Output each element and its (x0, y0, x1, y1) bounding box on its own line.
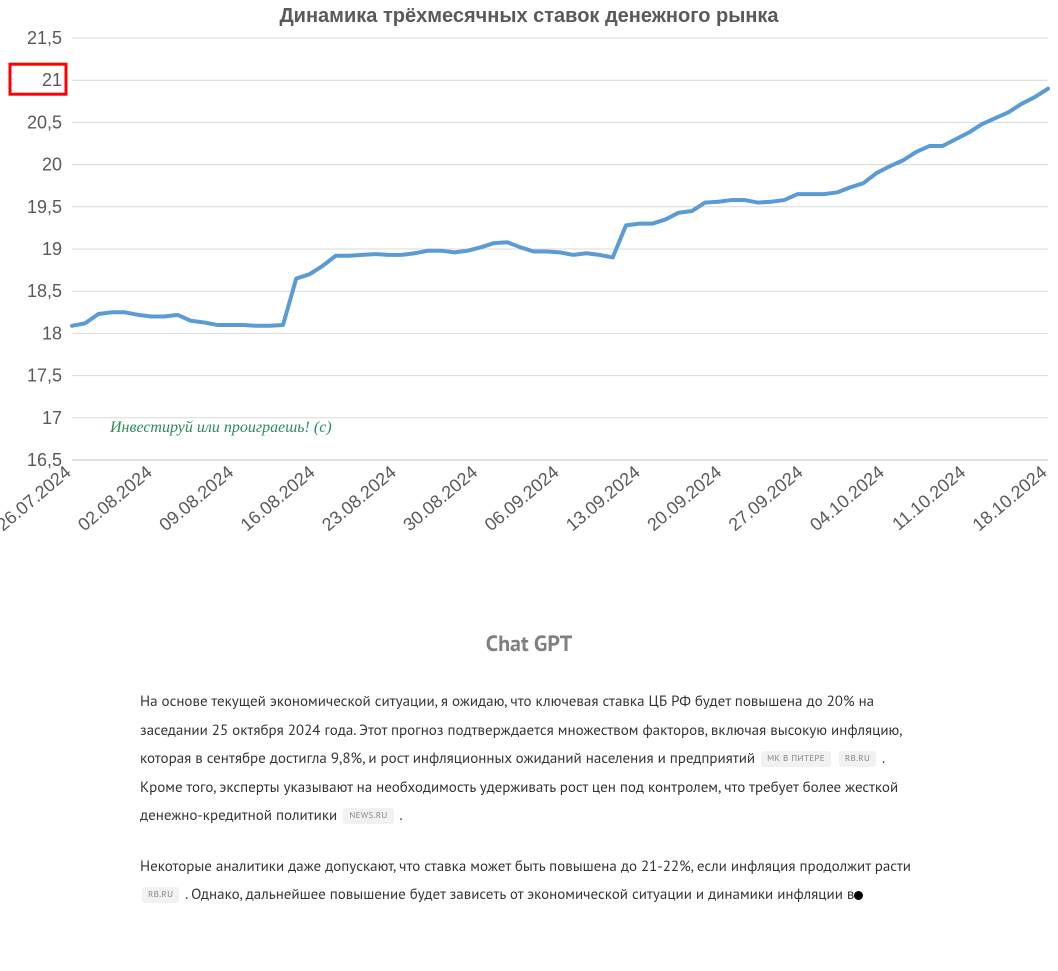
svg-text:20: 20 (42, 155, 62, 175)
source-badge-rbru: RB.RU (839, 751, 876, 767)
source-badge-mk: МК В ПИТЕРЕ (761, 751, 831, 767)
article-paragraph-2: Некоторые аналитики даже допускают, что … (140, 853, 918, 910)
svg-text:18: 18 (42, 323, 62, 343)
svg-text:17,5: 17,5 (27, 366, 62, 386)
p1-text-c: . (399, 806, 402, 825)
svg-text:Динамика трёхмесячных ставок д: Динамика трёхмесячных ставок денежного р… (279, 5, 779, 27)
svg-text:20,5: 20,5 (27, 112, 62, 132)
rate-chart: 16,51717,51818,51919,52020,52121,526.07.… (0, 0, 1058, 570)
p2-text-b: . Однако, дальнейшее повышение будет зав… (185, 885, 854, 904)
svg-text:19,5: 19,5 (27, 197, 62, 217)
svg-text:19: 19 (42, 239, 62, 259)
svg-text:21,5: 21,5 (27, 28, 62, 48)
article-paragraph-1: На основе текущей экономической ситуации… (140, 688, 918, 831)
article-title: Chat GPT (140, 630, 918, 658)
svg-text:17: 17 (42, 408, 62, 428)
svg-text:Инвестируй или проиграешь! (с): Инвестируй или проиграешь! (с) (109, 419, 332, 436)
p2-text-a: Некоторые аналитики даже допускают, что … (140, 857, 911, 876)
svg-text:21: 21 (42, 70, 62, 90)
svg-text:18,5: 18,5 (27, 281, 62, 301)
source-badge-rbru-2: RB.RU (142, 887, 179, 903)
source-badge-newsru: NEWS.RU (343, 808, 393, 824)
article-block: Chat GPT На основе текущей экономической… (0, 570, 1058, 962)
typing-dot-icon (854, 891, 863, 900)
